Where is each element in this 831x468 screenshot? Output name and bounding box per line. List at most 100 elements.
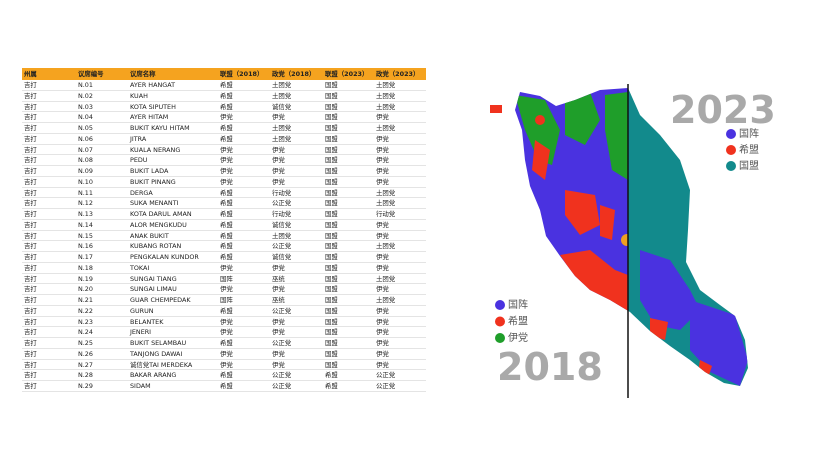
table-row: 吉打 N.16 KUBANG ROTAN 希盟 公正党 国盟 土团党 (22, 241, 426, 252)
table-cell: N.11 (78, 188, 93, 197)
table-cell: N.02 (78, 91, 93, 100)
legend-swatch (726, 129, 736, 139)
table-row: 吉打 N.02 KUAH 希盟 土团党 国盟 土团党 (22, 91, 426, 102)
table-cell: TANJONG DAWAI (130, 349, 183, 358)
table-cell: 国盟 (325, 188, 338, 197)
table-cell: 伊党 (220, 113, 233, 122)
table-cell: BUKIT PINANG (130, 177, 176, 186)
table-cell: 国盟 (325, 242, 338, 251)
table-cell: SIDAM (130, 382, 151, 390)
table-cell: 国盟 (325, 360, 338, 369)
table-cell: 吉打 (24, 220, 37, 229)
table-cell: 吉打 (24, 339, 37, 347)
table-cell: 行动党 (272, 210, 292, 218)
results-table: 州属 议席编号 议席名称 联盟（2018） 政党（2018） 联盟（2023） 政党（202… (22, 68, 426, 392)
table-cell: 吉打 (24, 145, 37, 154)
table-cell: 诚信党 (272, 102, 292, 111)
table-cell: 伊党 (376, 253, 389, 261)
table-cell: KUALA NERANG (130, 145, 181, 154)
table-cell: 诚信党 (272, 253, 292, 261)
table-cell: 吉打 (24, 81, 37, 89)
table-row: 吉打 N.24 JENERI 伊党 伊党 国盟 伊党 (22, 327, 426, 338)
table-row: 吉打 N.22 GURUN 希盟 公正党 国盟 伊党 (22, 306, 426, 317)
table-cell: 吉打 (24, 199, 37, 208)
table-cell: 国盟 (325, 210, 338, 218)
table-cell: 伊党 (272, 349, 285, 358)
table-cell: N.24 (78, 328, 93, 337)
table-cell: 希盟 (220, 242, 233, 251)
table-cell: 希盟 (220, 220, 233, 229)
table-cell: AYER HANGAT (130, 81, 175, 89)
table-cell: 伊党 (272, 145, 285, 154)
legend-label: 伊党 (508, 331, 528, 344)
table-cell: 伊党 (272, 113, 285, 122)
table-cell: 土团党 (376, 81, 396, 89)
table-cell: 土团党 (272, 124, 292, 132)
table-cell: N.29 (78, 382, 93, 390)
legend-label: 希盟 (508, 315, 528, 328)
table-row: 吉打 N.13 KOTA DARUL AMAN 希盟 行动党 国盟 行动党 (22, 209, 426, 220)
table-cell: 政党（2023） (376, 70, 420, 78)
table-cell: 吉打 (24, 134, 37, 143)
table-cell: 伊党 (376, 306, 389, 315)
table-row: 吉打 N.07 KUALA NERANG 伊党 伊党 国盟 伊党 (22, 145, 426, 156)
table-cell: 希盟 (220, 339, 233, 347)
legend-swatch (495, 300, 505, 310)
table-cell: 国盟 (325, 81, 338, 89)
table-cell: 伊党 (272, 285, 285, 294)
table-cell: 政党（2018） (272, 70, 316, 78)
table-cell: N.12 (78, 199, 93, 208)
table-cell: JITRA (130, 134, 147, 143)
legend-label: 国盟 (739, 160, 759, 172)
table-cell: 吉打 (24, 113, 37, 122)
table-cell: 公正党 (272, 339, 292, 347)
table-cell: 吉打 (24, 210, 37, 218)
table-cell: 土团党 (376, 124, 396, 132)
table-cell: 伊党 (376, 220, 389, 229)
table-cell: N.22 (78, 306, 93, 315)
table-cell: N.07 (78, 145, 93, 154)
table-cell: 国盟 (325, 167, 338, 175)
table-cell: 巫统 (272, 274, 285, 283)
table-row: 吉打 N.15 ANAK BUKIT 希盟 土团党 国盟 伊党 (22, 231, 426, 242)
table-cell: BAKAR ARANG (130, 371, 177, 380)
table-cell: 吉打 (24, 349, 37, 358)
table-cell: 国盟 (325, 124, 338, 132)
island (490, 105, 502, 113)
table-cell: 伊党 (272, 167, 285, 175)
table-cell: 伊党 (272, 360, 285, 369)
table-cell: 希盟 (220, 210, 233, 218)
table-cell: 吉打 (24, 91, 37, 100)
table-cell: ANAK BUKIT (130, 231, 169, 240)
table-cell: 伊党 (376, 263, 389, 272)
table-cell: 国盟 (325, 102, 338, 111)
table-cell: 伊党 (272, 328, 285, 337)
table-cell: 国盟 (325, 253, 338, 261)
table-cell: 议席编号 (78, 70, 104, 78)
table-cell: 土团党 (376, 188, 396, 197)
table-cell: 公正党 (272, 242, 292, 251)
table-cell: 伊党 (376, 156, 389, 165)
table-cell: 议席名称 (130, 70, 156, 78)
table-cell: 国盟 (325, 339, 338, 347)
table-row: 吉打 N.20 SUNGAI LIMAU 伊党 伊党 国盟 伊党 (22, 284, 426, 295)
table-cell: 行动党 (376, 210, 396, 218)
table-cell: KOTA DARUL AMAN (130, 210, 192, 218)
table-row: 吉打 N.03 KOTA SIPUTEH 希盟 诚信党 国盟 土团党 (22, 102, 426, 113)
table-cell: N.18 (78, 263, 93, 272)
table-cell: 国盟 (325, 328, 338, 337)
table-cell: 伊党 (220, 285, 233, 294)
table-cell: N.20 (78, 285, 93, 294)
table-cell: ALOR MENGKUDU (130, 220, 187, 229)
table-cell: 伊党 (220, 177, 233, 186)
table-cell: 诚信党 (272, 220, 292, 229)
table-cell: 公正党 (376, 382, 396, 390)
table-cell: 伊党 (376, 317, 389, 326)
table-cell: 吉打 (24, 371, 37, 380)
legend-swatch (726, 161, 736, 171)
table-header: 州属 议席编号 议席名称 联盟（2018） 政党（2018） 联盟（2023） 政党（202… (22, 68, 426, 80)
table-cell: TOKAI (130, 263, 150, 272)
table-cell: N.17 (78, 253, 93, 261)
